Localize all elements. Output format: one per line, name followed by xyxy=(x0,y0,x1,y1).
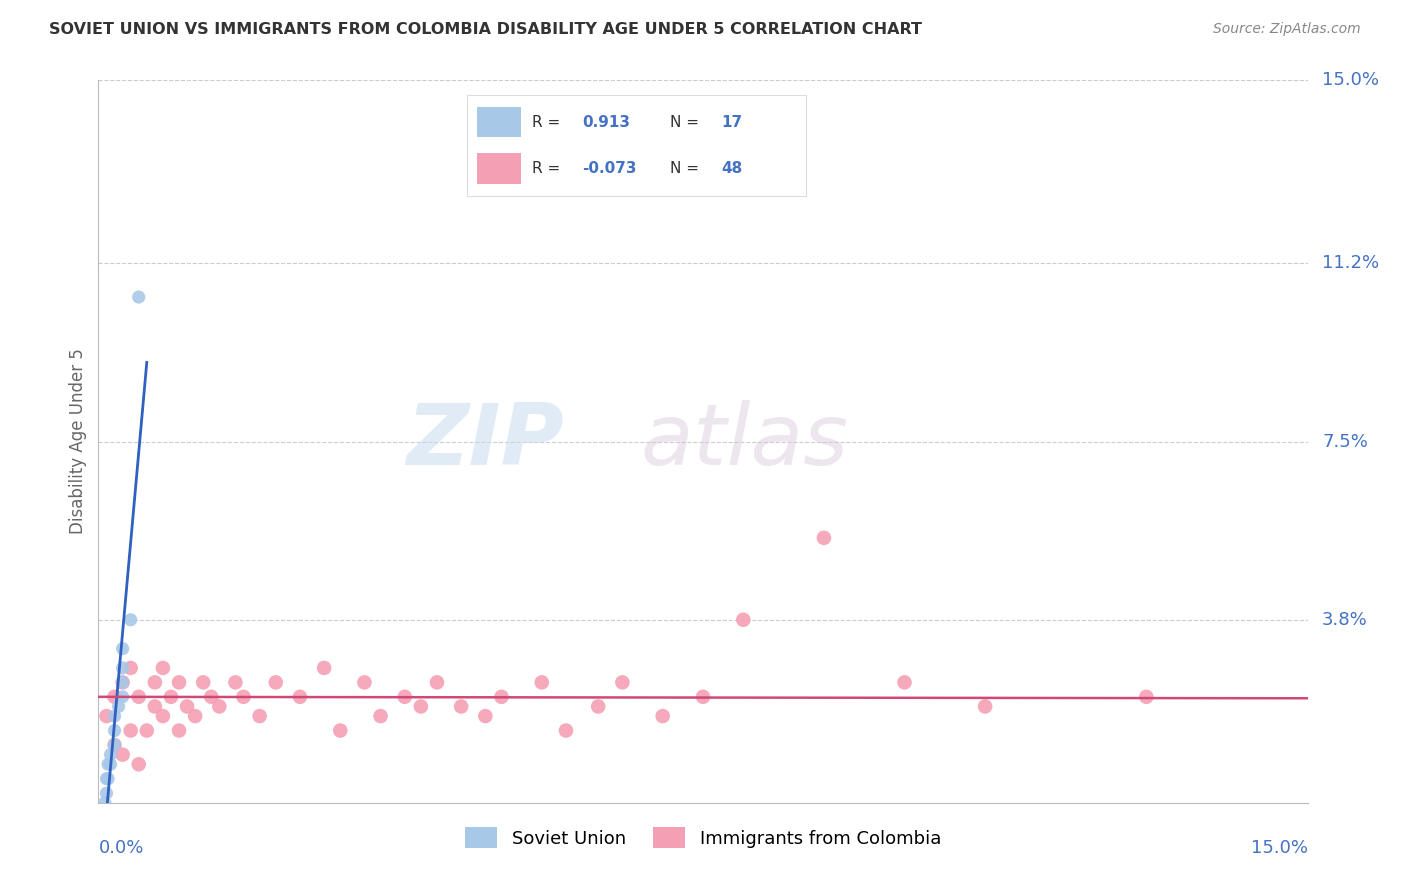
Point xyxy=(370,709,392,723)
Legend: Soviet Union, Immigrants from Colombia: Soviet Union, Immigrants from Colombia xyxy=(457,820,949,855)
Point xyxy=(555,723,578,738)
Point xyxy=(329,723,352,738)
Point xyxy=(103,723,125,738)
Point xyxy=(94,796,117,810)
Point xyxy=(474,709,496,723)
Point xyxy=(103,738,125,752)
Point xyxy=(120,661,142,675)
Point xyxy=(586,699,609,714)
Point xyxy=(409,699,432,714)
Point xyxy=(96,786,118,800)
Point xyxy=(353,675,375,690)
Point xyxy=(135,723,157,738)
Point xyxy=(128,757,150,772)
Point xyxy=(208,699,231,714)
Y-axis label: Disability Age Under 5: Disability Age Under 5 xyxy=(69,349,87,534)
Point xyxy=(450,699,472,714)
Point xyxy=(612,675,634,690)
Point xyxy=(111,641,134,656)
Point xyxy=(264,675,287,690)
Point xyxy=(143,675,166,690)
Point xyxy=(143,699,166,714)
Point xyxy=(176,699,198,714)
Point xyxy=(651,709,673,723)
Point xyxy=(96,772,118,786)
Point xyxy=(128,690,150,704)
Point xyxy=(491,690,513,704)
Point xyxy=(120,723,142,738)
Point xyxy=(120,613,142,627)
Point xyxy=(97,772,120,786)
Point xyxy=(152,661,174,675)
Point xyxy=(128,290,150,304)
Point xyxy=(103,738,125,752)
Text: ZIP: ZIP xyxy=(406,400,564,483)
Point xyxy=(733,613,755,627)
Point xyxy=(111,661,134,675)
Point xyxy=(184,709,207,723)
Point xyxy=(167,723,190,738)
Point xyxy=(530,675,553,690)
Point xyxy=(224,675,246,690)
Point xyxy=(426,675,449,690)
Point xyxy=(692,690,714,704)
Text: SOVIET UNION VS IMMIGRANTS FROM COLOMBIA DISABILITY AGE UNDER 5 CORRELATION CHAR: SOVIET UNION VS IMMIGRANTS FROM COLOMBIA… xyxy=(49,22,922,37)
Point xyxy=(111,690,134,704)
Point xyxy=(160,690,183,704)
Point xyxy=(1135,690,1157,704)
Point xyxy=(288,690,311,704)
Text: Source: ZipAtlas.com: Source: ZipAtlas.com xyxy=(1213,22,1361,37)
Point xyxy=(111,747,134,762)
Point xyxy=(97,757,120,772)
Point xyxy=(111,675,134,690)
Point xyxy=(394,690,416,704)
Text: 3.8%: 3.8% xyxy=(1322,611,1368,629)
Point xyxy=(249,709,271,723)
Point xyxy=(193,675,215,690)
Point xyxy=(96,709,118,723)
Text: 7.5%: 7.5% xyxy=(1322,433,1368,450)
Text: atlas: atlas xyxy=(640,400,848,483)
Point xyxy=(232,690,254,704)
Point xyxy=(813,531,835,545)
Point xyxy=(200,690,222,704)
Point xyxy=(103,709,125,723)
Point xyxy=(100,747,122,762)
Text: 11.2%: 11.2% xyxy=(1322,254,1379,272)
Text: 15.0%: 15.0% xyxy=(1322,71,1379,89)
Point xyxy=(167,675,190,690)
Point xyxy=(111,675,134,690)
Text: 15.0%: 15.0% xyxy=(1250,838,1308,857)
Point xyxy=(974,699,997,714)
Point xyxy=(314,661,336,675)
Point xyxy=(100,757,122,772)
Point xyxy=(152,709,174,723)
Point xyxy=(103,690,125,704)
Point xyxy=(107,699,129,714)
Text: 0.0%: 0.0% xyxy=(98,838,143,857)
Point xyxy=(893,675,915,690)
